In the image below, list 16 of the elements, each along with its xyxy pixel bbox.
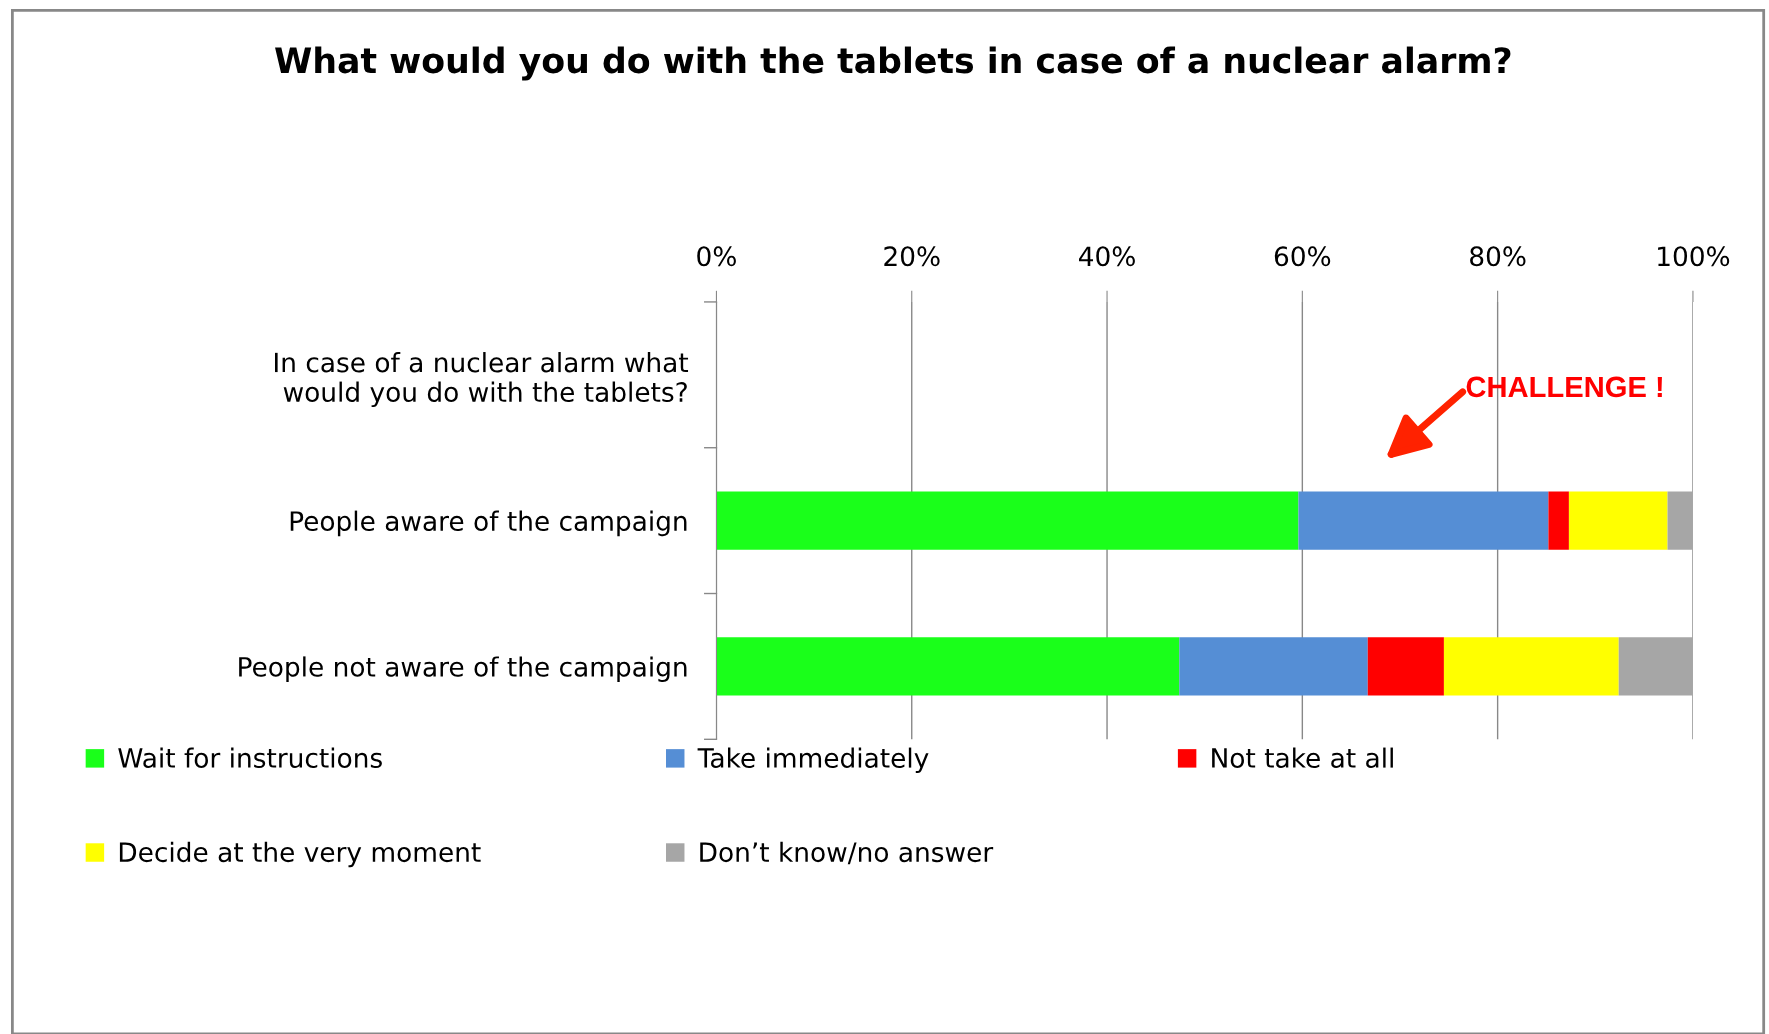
legend-label: Not take at all	[1212, 747, 1393, 768]
chart-title: What would you do with the tablets in case of a nuclear alarm?	[275, 46, 1511, 81]
x-tick-label: 20%	[884, 246, 940, 267]
x-tick-label: 40%	[1079, 246, 1135, 267]
x-tick-label: 80%	[1470, 246, 1526, 267]
x-tick-label: 0%	[697, 246, 736, 267]
y-tick-label: People not aware of the campaign	[239, 656, 687, 682]
annotation: CHALLENGE !	[1466, 376, 1662, 398]
legend-label: Wait for instructions	[118, 747, 382, 768]
x-tick-label: 60%	[1274, 246, 1331, 267]
legend-label: Don’t know/no answer	[700, 841, 994, 865]
x-tick-label: 100%	[1658, 246, 1730, 267]
y-tick-label: In case of a nuclear alarm what would you do with the tablets?	[275, 352, 689, 408]
y-tick-label: People aware of the campaign	[290, 510, 687, 537]
legend-label: Take immediately	[697, 747, 929, 774]
legend-label: Decide at the very moment	[119, 841, 481, 868]
